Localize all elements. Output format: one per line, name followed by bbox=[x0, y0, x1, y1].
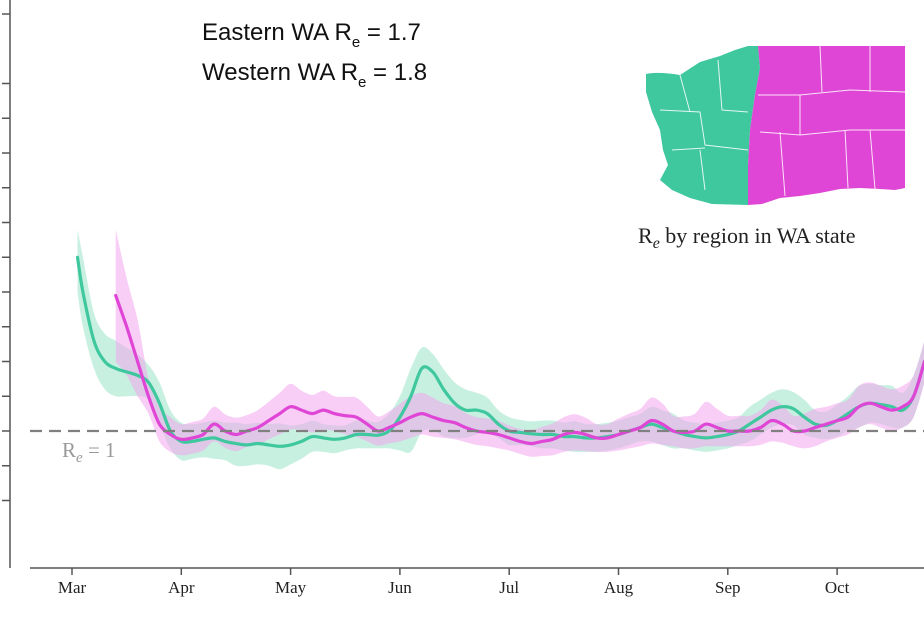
y-axis-ticks bbox=[2, 13, 10, 502]
western-wa-region bbox=[646, 46, 760, 205]
map-caption-sub: e bbox=[653, 235, 660, 252]
map-caption: Re by region in WA state bbox=[638, 223, 856, 252]
x-tick-label-sep: Sep bbox=[715, 578, 741, 597]
x-tick-label-aug: Aug bbox=[604, 578, 634, 597]
x-tick-label-may: May bbox=[275, 578, 307, 597]
eastern-ann-rest: = 1.7 bbox=[360, 19, 421, 46]
x-axis-ticks: Mar Apr May Jun Jul Aug Sep Oct bbox=[58, 568, 850, 597]
western-ann-base: Western WA R bbox=[202, 59, 358, 86]
western-ann-sub: e bbox=[358, 74, 366, 91]
ref-label-sub: e bbox=[76, 450, 83, 466]
ref-label-rest: = 1 bbox=[83, 438, 116, 462]
eastern-ann-base: Eastern WA R bbox=[202, 19, 352, 46]
western-ann-rest: = 1.8 bbox=[366, 59, 427, 86]
eastern-re-annotation: Eastern WA Re = 1.7 bbox=[202, 19, 421, 51]
x-tick-label-jul: Jul bbox=[499, 578, 519, 597]
x-tick-label-jun: Jun bbox=[388, 578, 412, 597]
map-caption-base: R bbox=[638, 223, 653, 248]
western-confidence-band bbox=[77, 229, 924, 470]
western-re-annotation: Western WA Re = 1.8 bbox=[202, 59, 427, 91]
x-tick-label-oct: Oct bbox=[825, 578, 850, 597]
eastern-ann-sub: e bbox=[352, 34, 360, 51]
x-tick-label-mar: Mar bbox=[58, 578, 87, 597]
eastern-confidence-band bbox=[115, 229, 924, 457]
x-tick-label-apr: Apr bbox=[168, 578, 195, 597]
western-series-line bbox=[75, 255, 924, 448]
reference-line-label: Re = 1 bbox=[62, 438, 116, 466]
ref-label-base: R bbox=[62, 438, 76, 462]
map-caption-rest: by region in WA state bbox=[660, 223, 856, 248]
eastern-wa-region bbox=[748, 46, 905, 205]
wa-state-map: Re by region in WA state bbox=[638, 45, 906, 252]
